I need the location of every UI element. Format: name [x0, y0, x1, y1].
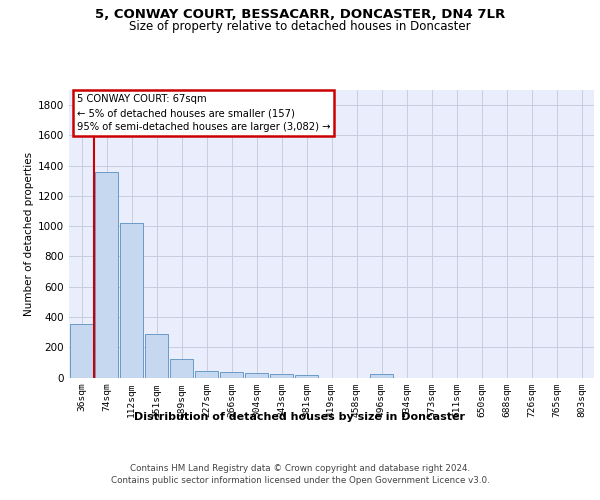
- Bar: [145, 334, 168, 378]
- Text: 5, CONWAY COURT, BESSACARR, DONCASTER, DN4 7LR: 5, CONWAY COURT, BESSACARR, DONCASTER, D…: [95, 8, 505, 20]
- Text: Distribution of detached houses by size in Doncaster: Distribution of detached houses by size …: [134, 412, 466, 422]
- Bar: [195, 371, 218, 378]
- Bar: [295, 375, 318, 378]
- Text: Size of property relative to detached houses in Doncaster: Size of property relative to detached ho…: [129, 20, 471, 33]
- Text: Contains public sector information licensed under the Open Government Licence v3: Contains public sector information licen…: [110, 476, 490, 485]
- Text: 5 CONWAY COURT: 67sqm
← 5% of detached houses are smaller (157)
95% of semi-deta: 5 CONWAY COURT: 67sqm ← 5% of detached h…: [77, 94, 331, 132]
- Bar: [70, 324, 93, 378]
- Y-axis label: Number of detached properties: Number of detached properties: [24, 152, 34, 316]
- Bar: [270, 374, 293, 378]
- Bar: [170, 358, 193, 378]
- Text: Contains HM Land Registry data © Crown copyright and database right 2024.: Contains HM Land Registry data © Crown c…: [130, 464, 470, 473]
- Bar: [370, 374, 393, 378]
- Bar: [120, 223, 143, 378]
- Bar: [95, 172, 118, 378]
- Bar: [245, 374, 268, 378]
- Bar: [220, 372, 243, 378]
